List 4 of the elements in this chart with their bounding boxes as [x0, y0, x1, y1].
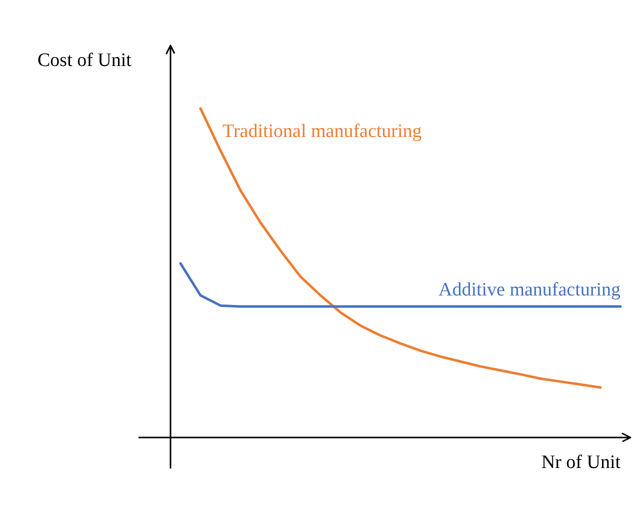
y-axis-title: Cost of Unit [38, 50, 132, 71]
x-axis-title: Nr of Unit [541, 452, 622, 473]
series-label: Traditional manufacturing [222, 121, 422, 142]
series-label: Additive manufacturing [438, 280, 621, 301]
